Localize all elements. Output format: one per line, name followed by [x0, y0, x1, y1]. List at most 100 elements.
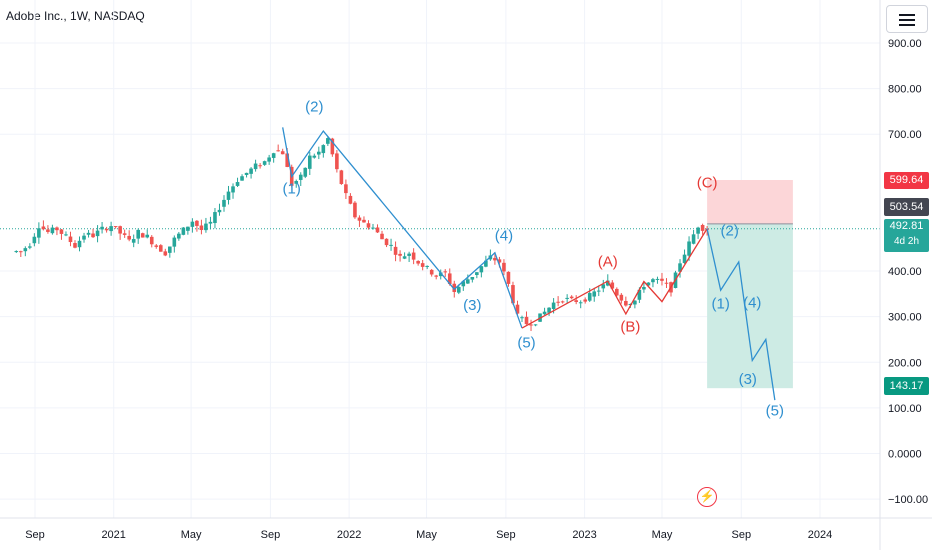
candle-body — [416, 260, 420, 264]
candle-body — [605, 280, 610, 286]
candle-body — [655, 278, 660, 280]
candle-body — [59, 229, 64, 234]
candle-body — [222, 199, 226, 207]
candle-body — [312, 155, 317, 158]
candle-body — [168, 246, 172, 253]
candle-body — [637, 289, 642, 300]
lightning-icon[interactable]: ⚡ — [697, 487, 717, 507]
price-tick-label: 700.00 — [888, 129, 922, 141]
candle-body — [317, 151, 321, 155]
candle-body — [425, 265, 429, 267]
time-tick-label: 2021 — [101, 529, 125, 541]
candle-body — [262, 161, 267, 165]
candle-body — [113, 226, 118, 228]
price-chip-target: 143.17 — [884, 377, 929, 395]
candle-body — [190, 221, 195, 227]
candle-body — [569, 296, 574, 299]
candle-body — [41, 226, 46, 230]
candle-body — [633, 300, 637, 305]
price-tick-label: 200.00 — [888, 357, 922, 369]
time-tick-label: 2022 — [337, 529, 361, 541]
candle-body — [271, 153, 276, 158]
candle-body — [280, 151, 285, 155]
candle-body — [596, 290, 601, 292]
candle-body — [542, 311, 547, 315]
candle-body — [100, 226, 104, 230]
wave-label: (3) — [739, 371, 757, 388]
candle-body — [240, 176, 244, 181]
candle-body — [19, 251, 23, 253]
candle-body — [565, 297, 569, 299]
candle-body — [154, 245, 159, 247]
stop-loss-zone — [707, 179, 793, 224]
candle-body — [574, 300, 578, 303]
candle-body — [560, 301, 565, 303]
candle-body — [195, 220, 199, 226]
candle-body — [294, 181, 299, 184]
candle-body — [82, 235, 86, 240]
candle-body — [149, 236, 154, 245]
candle-body — [651, 279, 655, 283]
candle-body — [696, 227, 700, 234]
hamburger-menu-icon[interactable] — [886, 5, 928, 33]
price-tick-label: 300.00 — [888, 312, 922, 324]
candle-body — [91, 233, 95, 238]
time-tick-label: May — [181, 529, 202, 541]
candle-body — [700, 224, 705, 231]
wave-label: (A) — [598, 253, 618, 270]
candle-body — [511, 285, 515, 304]
price-tick-label: 100.00 — [888, 403, 922, 415]
candle-body — [249, 168, 253, 174]
candle-body — [258, 165, 262, 167]
candle-body — [131, 239, 136, 243]
candle-body — [452, 283, 457, 293]
price-chip-stop: 599.64 — [884, 172, 929, 189]
candle-body — [122, 233, 127, 235]
candle-body — [515, 304, 520, 314]
time-tick-label: Sep — [732, 529, 752, 541]
candle-body — [321, 145, 326, 154]
time-tick-label: May — [416, 529, 437, 541]
candle-body — [163, 251, 168, 256]
candle-body — [118, 226, 122, 234]
candle-body — [524, 316, 529, 325]
candle-body — [330, 138, 335, 155]
candle-body — [217, 209, 222, 213]
candle-body — [109, 226, 113, 232]
candle-body — [32, 236, 37, 244]
last-price-label: 492.81 — [889, 220, 924, 232]
candle-body — [37, 228, 41, 238]
price-tick-label: 900.00 — [888, 38, 922, 50]
candle-body — [366, 223, 371, 228]
candle-body — [77, 240, 82, 248]
wave-path-blue — [706, 228, 776, 401]
wave-label: (5) — [517, 335, 535, 352]
wave-label: (C) — [697, 175, 718, 192]
candle-body — [307, 155, 312, 169]
candle-body — [235, 182, 240, 186]
candle-body — [610, 282, 615, 289]
time-tick-label: May — [652, 529, 673, 541]
candle-body — [393, 246, 398, 255]
time-tick-label: Sep — [261, 529, 281, 541]
wave-label: (3) — [463, 297, 481, 314]
price-tick-label: 0.0000 — [888, 448, 922, 460]
candle-body — [578, 302, 583, 304]
candle-body — [55, 227, 59, 231]
candle-body — [583, 299, 588, 302]
candle-body — [470, 276, 475, 280]
candle-body — [177, 233, 181, 239]
candle-body — [199, 225, 204, 231]
wave-lines — [282, 127, 776, 401]
candle-body — [140, 233, 145, 238]
candle-body — [520, 317, 524, 319]
candle-body — [127, 235, 131, 240]
candle-body — [587, 293, 592, 301]
candle-body — [353, 202, 357, 218]
candle-body — [46, 229, 50, 232]
candle-body — [547, 307, 551, 313]
candle-body — [335, 153, 339, 170]
time-tick-label: Sep — [496, 529, 516, 541]
